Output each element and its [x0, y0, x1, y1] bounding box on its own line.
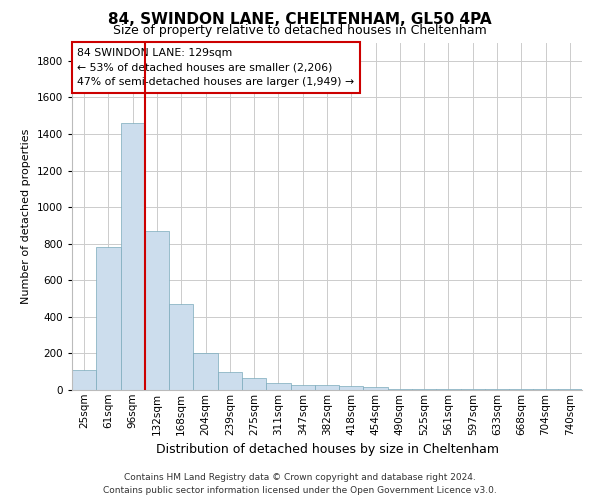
Y-axis label: Number of detached properties: Number of detached properties — [21, 128, 31, 304]
Bar — [121, 123, 145, 390]
Bar — [96, 248, 121, 390]
Text: 84, SWINDON LANE, CHELTENHAM, GL50 4PA: 84, SWINDON LANE, CHELTENHAM, GL50 4PA — [108, 12, 492, 28]
Bar — [364, 388, 388, 390]
Bar — [169, 304, 193, 390]
Bar — [315, 386, 339, 390]
Text: Contains HM Land Registry data © Crown copyright and database right 2024.
Contai: Contains HM Land Registry data © Crown c… — [103, 474, 497, 495]
Text: 84 SWINDON LANE: 129sqm
← 53% of detached houses are smaller (2,206)
47% of semi: 84 SWINDON LANE: 129sqm ← 53% of detache… — [77, 48, 354, 88]
Bar — [388, 389, 412, 390]
X-axis label: Distribution of detached houses by size in Cheltenham: Distribution of detached houses by size … — [155, 443, 499, 456]
Bar — [339, 386, 364, 390]
Text: Size of property relative to detached houses in Cheltenham: Size of property relative to detached ho… — [113, 24, 487, 37]
Bar — [145, 231, 169, 390]
Bar — [218, 372, 242, 390]
Bar — [290, 384, 315, 390]
Bar — [242, 378, 266, 390]
Bar — [436, 389, 461, 390]
Bar — [266, 382, 290, 390]
Bar — [72, 370, 96, 390]
Bar — [412, 389, 436, 390]
Bar — [193, 354, 218, 390]
